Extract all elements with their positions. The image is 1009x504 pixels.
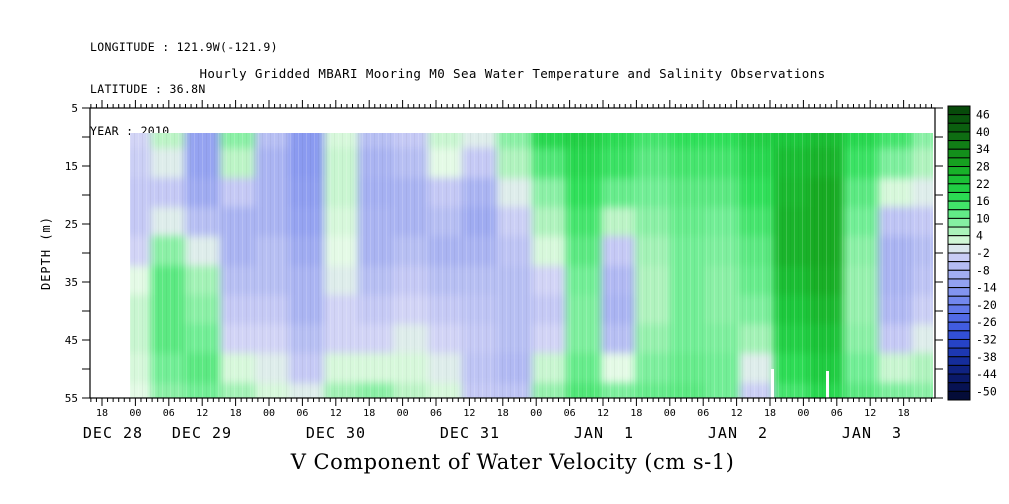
- colorbar-label: -50: [976, 384, 997, 398]
- colorbar-segment: [947, 269, 971, 280]
- colorbar-label: 34: [976, 142, 990, 156]
- colorbar-segment: [947, 390, 971, 401]
- x-hour-label: 06: [163, 408, 175, 419]
- colorbar-segment: [947, 243, 971, 254]
- y-axis-label: DEPTH (m): [39, 215, 53, 291]
- colorbar-segment: [947, 191, 971, 202]
- colorbar-segment: [947, 373, 971, 384]
- colorbar-label: 40: [976, 125, 990, 139]
- chart-title: Hourly Gridded MBARI Mooring M0 Sea Wate…: [199, 66, 826, 81]
- x-date-label: DEC 28: [83, 424, 143, 442]
- x-hour-label: 18: [630, 408, 642, 419]
- header-longitude: LONGITUDE : 121.9W(-121.9): [90, 40, 278, 54]
- header-latitude: LATITUDE : 36.8N: [90, 82, 206, 96]
- x-hour-label: 18: [764, 408, 776, 419]
- data-gap: [771, 369, 774, 398]
- colorbar-segment: [947, 105, 971, 116]
- x-hour-label: 18: [497, 408, 509, 419]
- x-date-label: JAN 1: [574, 424, 634, 442]
- x-hour-label: 18: [230, 408, 242, 419]
- heatmap-stripe-texture: [130, 133, 933, 398]
- colorbar-segment: [947, 304, 971, 315]
- colorbar-segment: [947, 122, 971, 133]
- colorbar-segment: [947, 200, 971, 211]
- y-tick-label: 25: [65, 218, 78, 231]
- x-date-label: DEC 29: [172, 424, 232, 442]
- x-hour-label: 06: [296, 408, 308, 419]
- x-hour-label: 06: [430, 408, 442, 419]
- colorbar-segment: [947, 295, 971, 306]
- x-hour-label: 18: [363, 408, 375, 419]
- x-date-label: JAN 2: [708, 424, 768, 442]
- x-hour-label: 18: [898, 408, 910, 419]
- colorbar-segment: [947, 131, 971, 142]
- colorbar-segment: [947, 356, 971, 366]
- colorbar-segment: [947, 235, 971, 245]
- colorbar-label: -32: [976, 332, 997, 346]
- x-date-label: DEC 31: [440, 424, 500, 442]
- x-date-label: DEC 30: [306, 424, 366, 442]
- colorbar-segment: [947, 140, 971, 150]
- colorbar-segment: [947, 183, 971, 193]
- x-hour-label: 06: [831, 408, 843, 419]
- x-axis-title: V Component of Water Velocity (cm s-1): [290, 450, 735, 474]
- colorbar-segment: [947, 209, 971, 219]
- colorbar-segment: [947, 157, 971, 168]
- x-hour-label: 12: [731, 408, 743, 419]
- colorbar-label: 16: [976, 194, 990, 208]
- x-hour-label: 12: [463, 408, 475, 419]
- y-tick-label: 5: [71, 102, 78, 115]
- data-gap: [826, 371, 829, 398]
- y-tick-label: 15: [65, 160, 78, 173]
- colorbar-segment: [947, 330, 971, 340]
- colorbar-segment: [947, 321, 971, 332]
- colorbar-segment: [947, 114, 971, 124]
- y-tick-label: 45: [65, 334, 78, 347]
- colorbar-segment: [947, 287, 971, 297]
- y-tick-label: 35: [65, 276, 78, 289]
- colorbar-segment: [947, 217, 971, 228]
- x-hour-label: 12: [597, 408, 609, 419]
- x-hour-label: 00: [530, 408, 542, 419]
- heatmap: [130, 133, 933, 398]
- colorbar-label: 46: [976, 108, 990, 122]
- x-hour-label: 00: [263, 408, 275, 419]
- colorbar-segment: [947, 261, 971, 271]
- colorbar-segment: [947, 166, 971, 176]
- colorbar-segment: [947, 278, 971, 289]
- x-hour-label: 12: [196, 408, 208, 419]
- colorbar-segment: [947, 347, 971, 358]
- colorbar-label: -20: [976, 298, 997, 312]
- colorbar-label: -2: [976, 246, 990, 260]
- colorbar-label: 28: [976, 160, 990, 174]
- colorbar-segment: [947, 382, 971, 392]
- x-hour-label: 00: [129, 408, 141, 419]
- colorbar-segment: [947, 252, 971, 263]
- colorbar-label: 4: [976, 229, 983, 243]
- colorbar-segment: [947, 313, 971, 323]
- x-hour-label: 18: [96, 408, 108, 419]
- x-hour-label: 12: [864, 408, 876, 419]
- colorbar-label: 10: [976, 211, 990, 225]
- colorbar-segment: [947, 148, 971, 159]
- colorbar-label: 22: [976, 177, 990, 191]
- colorbar-label: -8: [976, 263, 990, 277]
- x-hour-label: 12: [330, 408, 342, 419]
- colorbar-segment: [947, 338, 971, 349]
- colorbar-label: -44: [976, 367, 997, 381]
- colorbar-label: -14: [976, 281, 997, 295]
- x-hour-label: 00: [397, 408, 409, 419]
- x-date-label: JAN 3: [842, 424, 902, 442]
- x-hour-label: 00: [797, 408, 809, 419]
- x-hour-label: 06: [697, 408, 709, 419]
- colorbar-label: -38: [976, 350, 997, 364]
- colorbar-segment: [947, 364, 971, 375]
- y-tick-label: 55: [65, 392, 78, 405]
- colorbar-segment: [947, 226, 971, 237]
- colorbar-segment: [947, 174, 971, 185]
- colorbar-label: -26: [976, 315, 997, 329]
- x-hour-label: 00: [664, 408, 676, 419]
- x-hour-label: 06: [564, 408, 576, 419]
